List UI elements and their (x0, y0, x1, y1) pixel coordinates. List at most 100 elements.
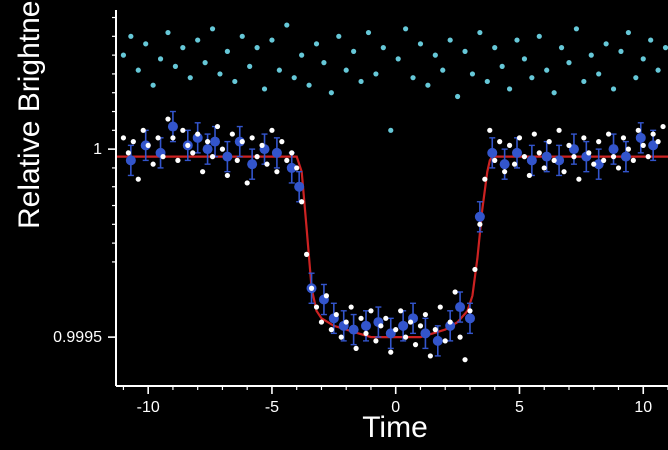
comparison-point (625, 29, 631, 36)
raw-point (645, 154, 651, 160)
binned-point (568, 144, 579, 155)
raw-point (591, 161, 597, 167)
raw-point (452, 289, 458, 295)
raw-point (299, 199, 305, 205)
raw-point (209, 154, 216, 160)
raw-point (516, 135, 523, 141)
raw-point (502, 169, 508, 175)
raw-point (204, 139, 211, 145)
binned-point (432, 335, 443, 346)
raw-point (427, 353, 433, 359)
comparison-point (596, 71, 602, 77)
raw-point (328, 327, 334, 333)
raw-point (190, 150, 196, 156)
raw-point (289, 150, 295, 156)
raw-point (472, 266, 478, 273)
binned-point (361, 320, 372, 331)
raw-point (640, 142, 646, 148)
raw-point (625, 146, 631, 152)
raw-point (620, 135, 627, 141)
comparison-point (343, 67, 349, 73)
x-tick-label: 10 (634, 399, 652, 416)
comparison-point (581, 78, 587, 85)
comparison-point (202, 60, 208, 66)
raw-point (437, 304, 443, 310)
comparison-point (157, 56, 164, 62)
binned-point (554, 155, 565, 166)
comparison-point (403, 26, 409, 32)
raw-point (630, 157, 636, 163)
raw-point (308, 285, 315, 291)
raw-point (373, 338, 379, 344)
binned-point (445, 320, 456, 331)
comparison-point (469, 71, 476, 77)
raw-point (304, 251, 310, 257)
raw-point (526, 172, 532, 179)
comparison-point (150, 82, 156, 88)
binned-point (348, 324, 359, 335)
raw-point (259, 142, 265, 148)
raw-point (497, 139, 503, 145)
raw-point (650, 131, 656, 137)
raw-point (442, 338, 448, 344)
raw-point (269, 127, 275, 133)
raw-point (130, 139, 136, 145)
comparison-point (440, 67, 446, 73)
raw-point (284, 157, 290, 163)
comparison-point (640, 56, 646, 62)
raw-point (407, 319, 414, 325)
binned-point (620, 151, 631, 162)
binned-point (202, 144, 213, 155)
raw-point (135, 176, 141, 182)
binned-point (385, 328, 396, 339)
comparison-point (521, 56, 528, 62)
binned-point (487, 147, 498, 158)
binned-point (222, 151, 233, 162)
comparison-point (291, 75, 297, 81)
raw-point (378, 323, 384, 329)
comparison-point (536, 33, 542, 39)
raw-point (313, 304, 320, 310)
comparison-point (380, 45, 386, 51)
comparison-point (544, 67, 550, 73)
raw-point (155, 135, 161, 141)
raw-point (160, 154, 166, 160)
binned-point (210, 136, 221, 147)
raw-point (467, 308, 473, 314)
comparison-point (358, 78, 364, 85)
tick-layer: -10 -5 0 5 10 0.9995 1 (53, 16, 668, 416)
raw-point (403, 334, 409, 340)
comparison-point (135, 67, 141, 73)
comparison-point (588, 52, 594, 58)
binned-point (294, 181, 305, 192)
raw-point (120, 135, 127, 141)
raw-point (140, 127, 146, 133)
comparison-point (276, 67, 282, 73)
comparison-point (573, 26, 580, 32)
raw-point (165, 116, 171, 122)
comparison-point (447, 37, 453, 43)
raw-point (234, 157, 240, 163)
comparison-point (254, 45, 260, 51)
raw-point (200, 169, 206, 175)
raw-point (521, 154, 528, 160)
comparison-point (306, 82, 312, 88)
comparison-point (232, 78, 238, 85)
comparison-point (269, 37, 275, 43)
comparison-point (454, 93, 461, 100)
raw-point (175, 157, 181, 163)
raw-point (274, 169, 280, 175)
comparison-point (299, 52, 305, 58)
raw-point (536, 150, 542, 156)
comparison-point (514, 37, 520, 43)
raw-point (264, 161, 270, 167)
raw-point (492, 157, 498, 163)
binned-point (420, 328, 431, 339)
raw-point (224, 172, 230, 179)
binned-point (464, 313, 475, 324)
raw-point (383, 315, 389, 321)
comparison-point (373, 71, 379, 77)
raw-point (393, 327, 399, 333)
comparison-point (209, 26, 216, 32)
comparison-point (662, 45, 668, 51)
